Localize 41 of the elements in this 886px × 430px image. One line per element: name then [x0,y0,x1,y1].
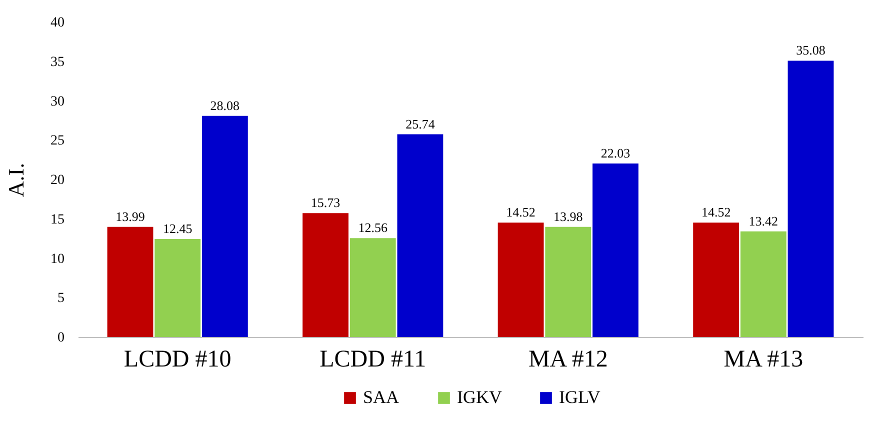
x-tick-label: LCDD #11 [320,346,426,372]
y-axis-title: A.I. [4,162,28,198]
y-tick-label: 25 [50,134,64,149]
data-label: 25.74 [406,116,436,132]
data-label: 28.08 [210,98,240,113]
y-tick-label: 15 [50,212,64,228]
y-tick-label: 30 [50,94,64,110]
legend-label: SAA [363,387,400,407]
data-label: 13.98 [554,208,583,224]
bar [302,213,348,337]
x-tick-label: MA #13 [724,346,804,372]
bar [592,164,638,337]
data-label: 12.45 [162,220,192,236]
x-tick-label: MA #12 [528,346,608,372]
bar [545,226,592,337]
bar [107,226,154,337]
y-tick-label: 0 [58,330,64,346]
y-tick-label: 10 [50,252,64,267]
data-label: 13.99 [116,208,145,224]
bar [397,134,444,337]
y-tick-label: 5 [58,291,64,306]
bar [202,116,248,337]
y-tick-label: 40 [50,16,64,30]
data-label: 15.73 [310,195,340,210]
legend-label: IGLV [559,387,600,407]
bar [693,222,740,337]
y-tick-label: 35 [50,54,64,70]
bar [154,238,201,337]
data-label: 14.52 [701,204,731,220]
data-label: 22.03 [600,146,630,161]
y-tick-label: 20 [50,173,64,188]
x-tick-label: LCDD #10 [124,346,232,372]
legend-label: IGKV [457,387,502,407]
data-label: 35.08 [796,42,826,58]
bar [788,60,834,337]
data-label: 13.42 [748,213,778,228]
bar [498,222,544,337]
data-label: 14.52 [506,204,536,220]
bar [350,238,396,337]
bar [740,231,786,337]
data-label: 12.56 [358,220,388,236]
